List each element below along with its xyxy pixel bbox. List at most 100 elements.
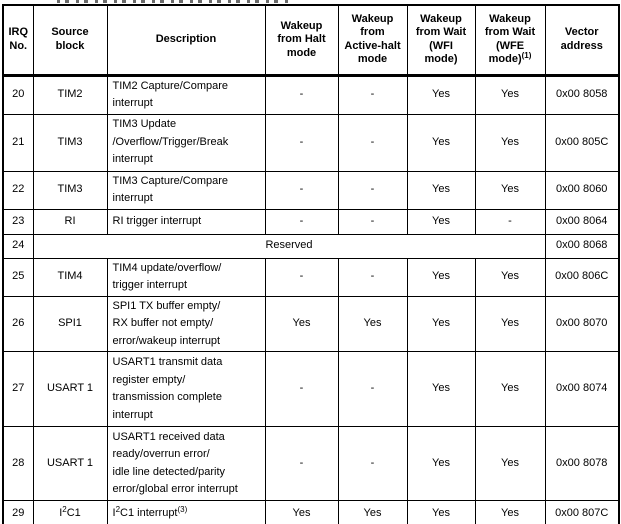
table-header: IRQ No. Source block Description Wakeup … [2, 4, 620, 77]
table-row: 26 SPI1 SPI1 TX buffer empty/ RX buffer … [2, 295, 620, 352]
wakeup-wfi-cell: Yes [406, 351, 476, 427]
table-row: 27 USART 1 USART1 transmit data register… [2, 351, 620, 427]
description-cell: SPI1 TX buffer empty/ RX buffer not empt… [106, 295, 266, 352]
col-header-wakeup-wait-wfe: Wakeup from Wait (WFE mode)(1) [474, 4, 546, 77]
source-cell: I2C1 [32, 500, 108, 524]
vector-address-cell: 0x00 8078 [544, 426, 620, 501]
table-row: 20 TIM2 TIM2 Capture/Compare interrupt -… [2, 74, 620, 115]
footnote-ref-1: (1) [521, 51, 532, 61]
wakeup-halt-cell: - [264, 208, 339, 235]
wakeup-active-halt-cell: - [337, 208, 408, 235]
col-header-irq-no: IRQ No. [2, 4, 34, 77]
i2c1-desc-superscript: 2 [115, 504, 121, 514]
source-cell: TIM2 [32, 74, 108, 115]
wakeup-wfi-cell: Yes [406, 170, 476, 210]
wakeup-wfi-cell: Yes [406, 113, 476, 172]
wakeup-wfe-cell: Yes [474, 74, 546, 115]
table-row: 21 TIM3 TIM3 Update /Overflow/Trigger/Br… [2, 113, 620, 172]
i2c1-label-pre: I [59, 506, 63, 519]
wakeup-wfi-cell: Yes [406, 257, 476, 297]
wakeup-wfe-cell: Yes [474, 295, 546, 352]
table-row-reserved: 24 Reserved 0x00 8068 [2, 233, 620, 259]
description-cell: TIM3 Update /Overflow/Trigger/Break inte… [106, 113, 266, 172]
wakeup-active-halt-cell: - [337, 257, 408, 297]
irq-cell: 26 [2, 295, 34, 352]
wakeup-active-halt-cell: Yes [337, 500, 408, 524]
description-cell: USART1 received data ready/overrun error… [106, 426, 266, 501]
vector-address-cell: 0x00 8060 [544, 170, 620, 210]
table-row: 29 I2C1 I2C1 interrupt(3) Yes Yes Yes Ye… [2, 500, 620, 524]
wakeup-wfi-cell: Yes [406, 74, 476, 115]
vector-address-cell: 0x00 8074 [544, 351, 620, 427]
i2c1-desc-mid: C1 interrupt [120, 506, 178, 519]
wakeup-active-halt-cell: Yes [337, 295, 408, 352]
table-row: 28 USART 1 USART1 received data ready/ov… [2, 426, 620, 501]
interrupt-mapping-table: IRQ No. Source block Description Wakeup … [2, 4, 620, 524]
wakeup-wfe-cell: Yes [474, 170, 546, 210]
wakeup-wfe-cell: - [474, 208, 546, 235]
wfe-header-label: Wakeup from Wait (WFE mode) [484, 12, 536, 66]
wakeup-wfe-cell: Yes [474, 257, 546, 297]
wakeup-wfi-cell: Yes [406, 426, 476, 501]
vector-address-cell: 0x00 8070 [544, 295, 620, 352]
irq-cell: 27 [2, 351, 34, 427]
irq-cell: 25 [2, 257, 34, 297]
col-header-vector-address: Vector address [544, 4, 620, 77]
col-header-wakeup-wait-wfi: Wakeup from Wait (WFI mode) [406, 4, 476, 77]
wakeup-wfe-cell: Yes [474, 500, 546, 524]
irq-cell: 23 [2, 208, 34, 235]
wakeup-wfi-cell: Yes [406, 295, 476, 352]
source-cell: SPI1 [32, 295, 108, 352]
col-header-description: Description [106, 4, 266, 77]
col-header-wakeup-active-halt: Wakeup from Active-halt mode [337, 4, 408, 77]
wakeup-halt-cell: - [264, 74, 339, 115]
irq-cell: 24 [2, 233, 34, 259]
wakeup-wfi-cell: Yes [406, 500, 476, 524]
irq-cell: 21 [2, 113, 34, 172]
wakeup-active-halt-cell: - [337, 351, 408, 427]
wakeup-active-halt-cell: - [337, 74, 408, 115]
source-cell: USART 1 [32, 426, 108, 501]
i2c1-superscript: 2 [62, 504, 67, 514]
source-cell: TIM3 [32, 170, 108, 210]
wakeup-wfi-cell: Yes [406, 208, 476, 235]
col-header-source-block: Source block [32, 4, 108, 77]
wakeup-halt-cell: - [264, 351, 339, 427]
irq-cell: 22 [2, 170, 34, 210]
wakeup-halt-cell: Yes [264, 295, 339, 352]
vector-address-cell: 0x00 8068 [544, 233, 620, 259]
description-cell: TIM2 Capture/Compare interrupt [106, 74, 266, 115]
irq-cell: 29 [2, 500, 34, 524]
irq-cell: 20 [2, 74, 34, 115]
description-cell: TIM3 Capture/Compare interrupt [106, 170, 266, 210]
description-cell: TIM4 update/overflow/ trigger interrupt [106, 257, 266, 297]
wakeup-halt-cell: - [264, 257, 339, 297]
wakeup-halt-cell: - [264, 426, 339, 501]
vector-address-cell: 0x00 8064 [544, 208, 620, 235]
table-body: 20 TIM2 TIM2 Capture/Compare interrupt -… [2, 74, 620, 524]
vector-address-cell: 0x00 805C [544, 113, 620, 172]
description-cell: I2C1 interrupt(3) [106, 500, 266, 524]
source-cell: TIM3 [32, 113, 108, 172]
col-header-wakeup-halt: Wakeup from Halt mode [264, 4, 339, 77]
table-row: 23 RI RI trigger interrupt - - Yes - 0x0… [2, 208, 620, 235]
wakeup-wfe-cell: Yes [474, 351, 546, 427]
description-cell: RI trigger interrupt [106, 208, 266, 235]
table-row: 25 TIM4 TIM4 update/overflow/ trigger in… [2, 257, 620, 297]
vector-address-cell: 0x00 807C [544, 500, 620, 524]
wakeup-wfe-cell: Yes [474, 426, 546, 501]
wakeup-halt-cell: - [264, 170, 339, 210]
wakeup-active-halt-cell: - [337, 113, 408, 172]
i2c1-label-post: C1 [66, 506, 81, 519]
header-row: IRQ No. Source block Description Wakeup … [2, 4, 620, 77]
wakeup-active-halt-cell: - [337, 426, 408, 501]
description-cell: USART1 transmit data register empty/ tra… [106, 351, 266, 427]
wakeup-halt-cell: Yes [264, 500, 339, 524]
vector-address-cell: 0x00 806C [544, 257, 620, 297]
i2c1-desc-pre: I [112, 506, 116, 519]
wakeup-halt-cell: - [264, 113, 339, 172]
clipped-caption-fragment [57, 0, 293, 3]
irq-cell: 28 [2, 426, 34, 501]
source-cell: RI [32, 208, 108, 235]
